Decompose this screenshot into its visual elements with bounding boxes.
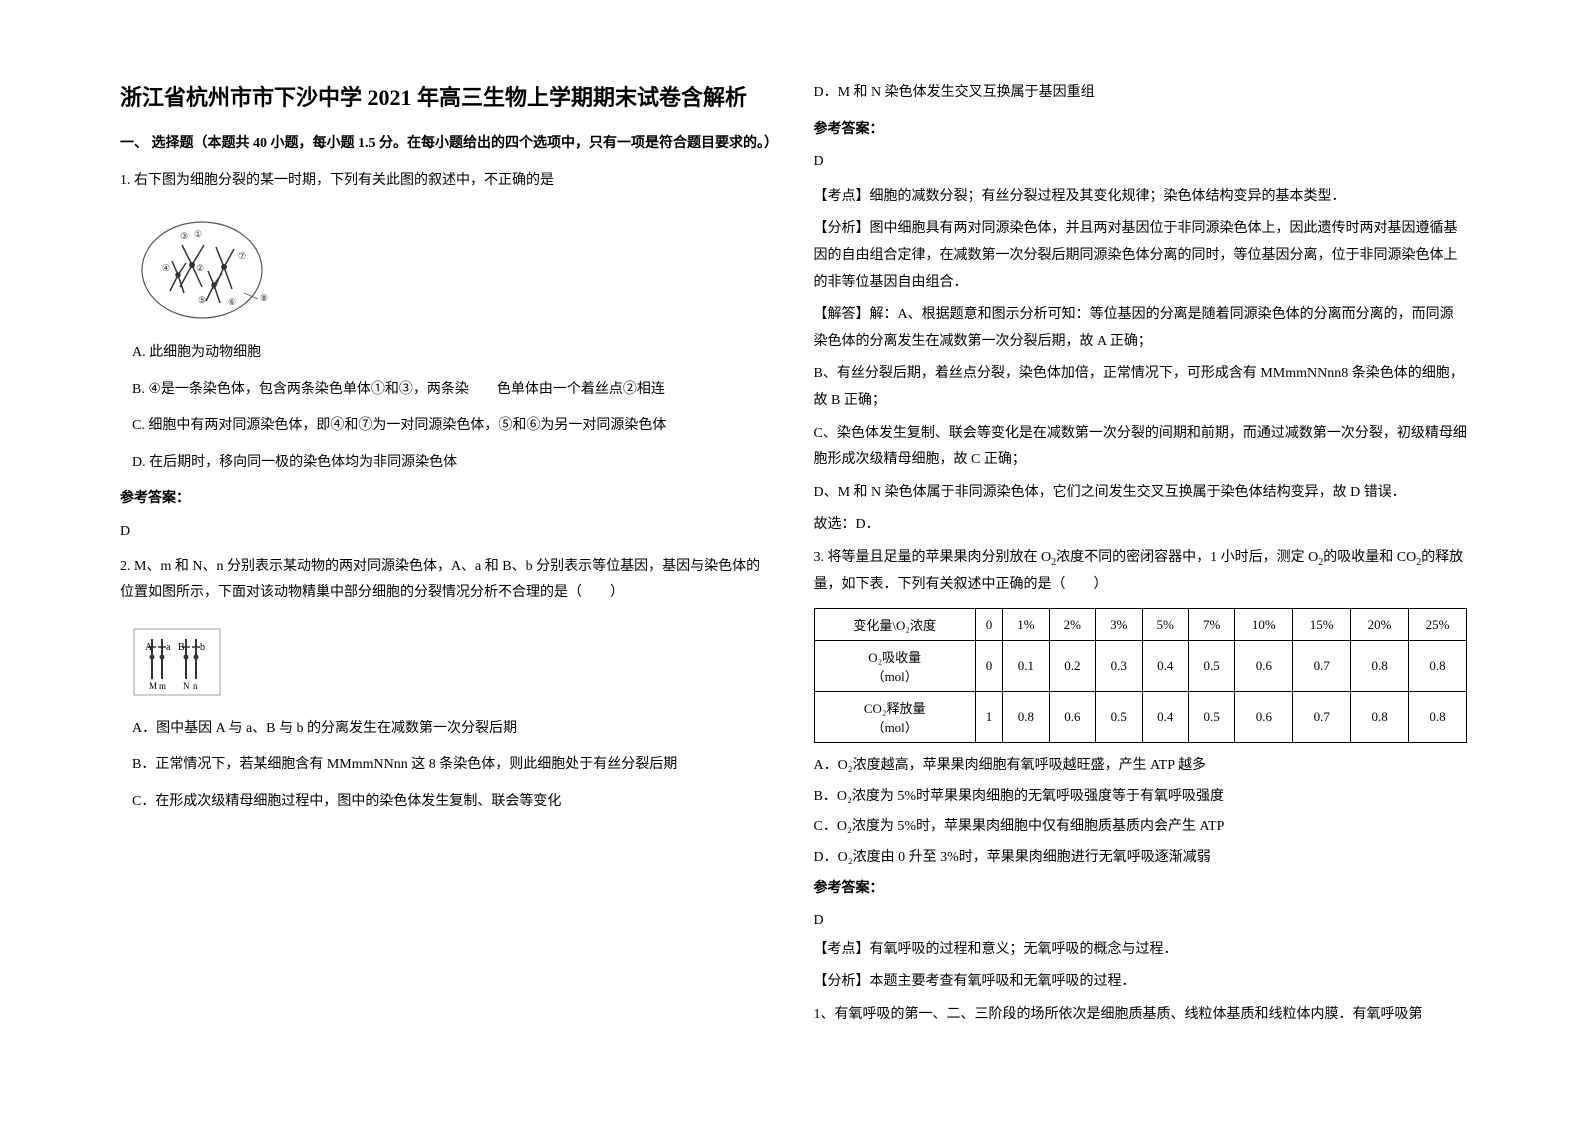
svg-text:n: n bbox=[193, 681, 198, 691]
svg-text:⑤: ⑤ bbox=[198, 295, 206, 305]
q1-optB: B. ④是一条染色体，包含两条染色单体①和③，两条染 色单体由一个着丝点②相连 bbox=[120, 377, 774, 404]
q2-jiedaD: D、M 和 N 染色体属于非同源染色体，它们之间发生交叉互换属于染色体结构变异，… bbox=[814, 480, 1468, 507]
q2-kaodian: 【考点】细胞的减数分裂；有丝分裂过程及其变化规律；染色体结构变异的基本类型． bbox=[814, 184, 1468, 211]
q2-optB: B．正常情况下，若某细胞含有 MMmmNNnn 这 8 条染色体，则此细胞处于有… bbox=[120, 752, 774, 779]
th-2: 1% bbox=[1003, 609, 1049, 641]
q1-answer-label: 参考答案： bbox=[120, 486, 774, 513]
th-1: 0 bbox=[975, 609, 1002, 641]
table-row-co2: CO₂释放量 （mol） 1 0.8 0.6 0.5 0.4 0.5 0.6 0… bbox=[814, 692, 1467, 743]
q1-stem: 1. 右下图为细胞分裂的某一时期，下列有关此图的叙述中，不正确的是 bbox=[120, 168, 774, 195]
table-header-row: 变化量\O₂浓度 0 1% 2% 3% 5% 7% 10% 15% 20% 25… bbox=[814, 609, 1467, 641]
q2-jiedaC: C、染色体发生复制、联会等变化是在减数第一次分裂的间期和前期，而通过减数第一次分… bbox=[814, 421, 1468, 474]
q3-optA: A．O₂浓度越高，苹果果肉细胞有氧呼吸越旺盛，产生 ATP 越多 bbox=[814, 753, 1468, 780]
q2-answer-label: 参考答案： bbox=[814, 117, 1468, 144]
svg-text:a: a bbox=[166, 642, 171, 653]
q2-optA: A．图中基因 A 与 a、B 与 b 的分离发生在减数第一次分裂后期 bbox=[120, 716, 774, 743]
th-9: 20% bbox=[1351, 609, 1409, 641]
q3-answer-label: 参考答案： bbox=[814, 876, 1468, 903]
q3-extra: 1、有氧呼吸的第一、二、三阶段的场所依次是细胞质基质、线粒体基质和线粒体内膜．有… bbox=[814, 1002, 1468, 1029]
q1-answer: D bbox=[120, 519, 774, 546]
th-4: 3% bbox=[1096, 609, 1142, 641]
q3-optC: C．O₂浓度为 5%时，苹果果肉细胞中仅有细胞质基质内会产生 ATP bbox=[814, 814, 1468, 841]
q2-jiedaA: 【解答】解：A、根据题意和图示分析可知：等位基因的分离是随着同源染色体的分离而分… bbox=[814, 302, 1468, 355]
svg-text:①: ① bbox=[194, 229, 202, 239]
svg-text:③: ③ bbox=[180, 231, 188, 241]
q2-optD: D．M 和 N 染色体发生交叉互换属于基因重组 bbox=[814, 80, 1468, 107]
svg-text:⑧: ⑧ bbox=[260, 293, 268, 303]
svg-text:B: B bbox=[178, 642, 185, 653]
q3-answer: D bbox=[814, 908, 1468, 935]
q3-kaodian: 【考点】有氧呼吸的过程和意义；无氧呼吸的概念与过程． bbox=[814, 937, 1468, 964]
q3-optD: D．O₂浓度由 0 升至 3%时，苹果果肉细胞进行无氧呼吸逐渐减弱 bbox=[814, 845, 1468, 872]
right-column: D．M 和 N 染色体发生交叉互换属于基因重组 参考答案： D 【考点】细胞的减… bbox=[794, 80, 1488, 1082]
q2-stem: 2. M、m 和 N、n 分别表示某动物的两对同源染色体，A、a 和 B、b 分… bbox=[120, 554, 774, 607]
q2-chromosome-diagram: A a M m B b N n bbox=[132, 627, 222, 697]
q1-cell-diagram: ① ③ ② ④ ⑤ ⑥ ⑦ ⑧ bbox=[132, 215, 272, 325]
q3-optB: B．O₂浓度为 5%时苹果果肉细胞的无氧呼吸强度等于有氧呼吸强度 bbox=[814, 784, 1468, 811]
q2-fenxi: 【分析】图中细胞具有两对同源染色体，并且两对基因位于非同源染色体上，因此遗传时两… bbox=[814, 216, 1468, 296]
th-3: 2% bbox=[1049, 609, 1095, 641]
svg-text:N: N bbox=[183, 681, 190, 691]
q2-jiedaB: B、有丝分裂后期，着丝点分裂，染色体加倍，正常情况下，可形成含有 MMmmNNn… bbox=[814, 361, 1468, 414]
q3-data-table: 变化量\O₂浓度 0 1% 2% 3% 5% 7% 10% 15% 20% 25… bbox=[814, 608, 1468, 743]
q3-stem: 3. 将等量且足量的苹果果肉分别放在 O2浓度不同的密闭容器中，1 小时后，测定… bbox=[814, 545, 1468, 598]
svg-text:④: ④ bbox=[162, 263, 170, 273]
th-0: 变化量\O₂浓度 bbox=[814, 609, 975, 641]
svg-text:A: A bbox=[145, 642, 153, 653]
svg-text:②: ② bbox=[196, 263, 204, 273]
exam-title: 浙江省杭州市市下沙中学 2021 年高三生物上学期期末试卷含解析 bbox=[120, 80, 774, 115]
th-6: 7% bbox=[1188, 609, 1234, 641]
row2-label: CO₂释放量 （mol） bbox=[814, 692, 975, 743]
section-header: 一、 选择题（本题共 40 小题，每小题 1.5 分。在每小题给出的四个选项中，… bbox=[120, 131, 774, 156]
th-7: 10% bbox=[1235, 609, 1293, 641]
left-column: 浙江省杭州市市下沙中学 2021 年高三生物上学期期末试卷含解析 一、 选择题（… bbox=[100, 80, 794, 1082]
th-8: 15% bbox=[1293, 609, 1351, 641]
row1-label: O₂吸收量 （mol） bbox=[814, 641, 975, 692]
q1-optA: A. 此细胞为动物细胞 bbox=[120, 340, 774, 367]
q1-optD: D. 在后期时，移向同一极的染色体均为非同源染色体 bbox=[120, 450, 774, 477]
svg-text:b: b bbox=[200, 642, 205, 653]
th-5: 5% bbox=[1142, 609, 1188, 641]
q1-optC: C. 细胞中有两对同源染色体，即④和⑦为一对同源染色体，⑤和⑥为另一对同源染色体 bbox=[120, 413, 774, 440]
th-10: 25% bbox=[1409, 609, 1467, 641]
svg-text:m: m bbox=[159, 681, 166, 691]
q2-optC: C．在形成次级精母细胞过程中，图中的染色体发生复制、联会等变化 bbox=[120, 789, 774, 816]
svg-text:M: M bbox=[149, 681, 157, 691]
svg-text:⑥: ⑥ bbox=[228, 297, 236, 307]
q3-fenxi: 【分析】本题主要考查有氧呼吸和无氧呼吸的过程． bbox=[814, 969, 1468, 996]
q2-guxuan: 故选：D． bbox=[814, 512, 1468, 539]
q2-answer: D bbox=[814, 149, 1468, 176]
svg-text:⑦: ⑦ bbox=[238, 251, 246, 261]
table-row-o2: O₂吸收量 （mol） 0 0.1 0.2 0.3 0.4 0.5 0.6 0.… bbox=[814, 641, 1467, 692]
